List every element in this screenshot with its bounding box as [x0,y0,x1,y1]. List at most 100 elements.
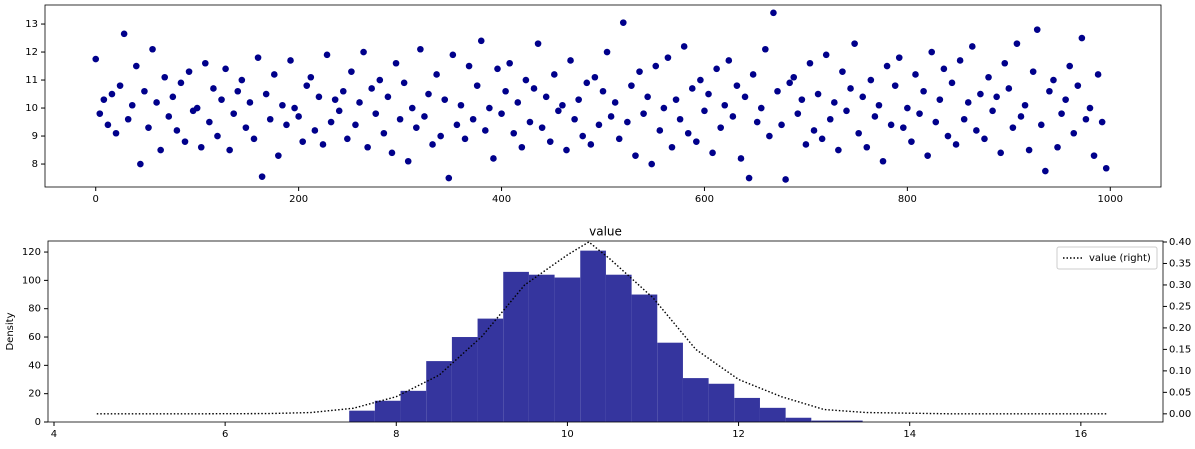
scatter-point [323,51,331,59]
scatter-point [973,127,980,134]
scatter-point [1086,104,1094,112]
scatter-point [571,115,578,123]
scatter-point [197,143,205,151]
scatter-point [656,127,664,134]
plot-frame [44,4,1162,188]
scatter-point [352,121,359,129]
scatter-point [193,104,201,112]
scatter-point [376,76,384,84]
scatter-point [786,79,793,87]
scatter-point [429,141,436,148]
scatter-point [993,93,1000,101]
histogram-bar [477,318,504,422]
scatter-point [283,121,290,129]
scatter-point [652,62,660,70]
histogram-bar [349,410,375,422]
scatter-point [928,48,936,56]
scatter-point [916,110,923,117]
scatter-point [453,121,461,129]
scatter-point [891,82,899,89]
histogram-bar [759,407,786,422]
y2-tick-label: 0.10 [1169,366,1191,377]
x-tick-label: 0 [93,194,99,205]
scatter-point [185,68,193,75]
scatter-point [895,54,903,61]
scatter-point [575,96,582,103]
y2-tick-label: 0.15 [1169,344,1191,355]
scatter-point [477,37,485,45]
scatter-point [457,101,465,109]
scatter-point [875,101,883,109]
scatter-point [157,146,164,154]
scatter-point [741,93,749,101]
scatter-point [725,57,733,64]
scatter-point [473,82,481,89]
scatter-point [1050,76,1057,84]
scatter-point [563,146,570,154]
scatter-point [161,73,169,81]
scatter-point [806,59,814,67]
scatter-point [826,115,834,123]
scatter-point [676,115,684,123]
x-tick-label: 1000 [1098,194,1123,205]
histogram-bar [528,274,555,422]
scatter-point [124,115,132,123]
y2-tick-label: 0.30 [1169,280,1191,291]
x-tick-label: 12 [732,429,745,440]
scatter-point [956,57,964,64]
scatter-point [912,71,919,78]
scatter-point [339,87,347,95]
scatter-point [900,124,907,131]
scatter-point [206,118,213,126]
scatter-point [254,54,262,61]
scatter-point [270,71,278,78]
histogram-bar [811,420,837,422]
scatter-point [624,118,631,126]
scatter-point [1033,26,1041,33]
histogram-bar [785,417,812,422]
scatter-point [782,176,789,183]
histogram-bar [631,294,658,422]
scatter-point [169,93,177,101]
scatter-point [449,51,457,59]
kde-line [96,241,1107,415]
y-tick-label: 9 [32,131,38,142]
x-tick-label: 16 [1074,429,1087,440]
y-tick-label: 120 [22,247,41,258]
y2-tick-label: 0.00 [1169,409,1191,420]
scatter-point [542,93,550,101]
scatter-point [1029,68,1037,75]
scatter-point [348,68,355,75]
scatter-point [100,96,108,103]
y-tick-label: 80 [28,304,41,315]
scatter-point [818,135,826,143]
scatter-point [867,76,875,84]
scatter-point [1058,110,1065,117]
scatter-point [968,43,976,50]
scatter-point [603,48,611,56]
scatter-point [238,76,246,84]
x-tick-label: 10 [561,429,574,440]
histogram-bar [657,342,683,422]
scatter-point [964,99,972,106]
y-axis-label: Density [5,312,16,350]
scatter-point [835,146,842,154]
scatter-point [295,113,302,120]
scatter-point [490,155,497,162]
scatter-point [408,104,416,112]
scatter-point [137,160,144,168]
scatter-point [482,127,489,134]
scatter-point [534,40,542,47]
scatter-point [1046,87,1053,95]
scatter-point [331,96,339,103]
scatter-point [855,129,862,137]
scatter-point [887,121,895,129]
scatter-point [944,132,952,140]
scatter-point [494,65,501,73]
scatter-point [1025,146,1033,154]
scatter-point [149,45,156,53]
x-tick-label: 8 [393,429,399,440]
scatter-point [145,124,152,131]
scatter-point [230,110,238,117]
scatter-point [843,107,850,115]
